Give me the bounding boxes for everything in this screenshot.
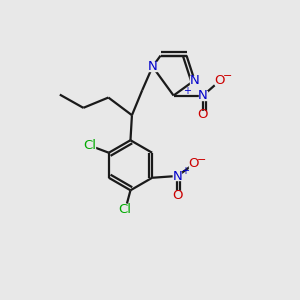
Bar	[84, 141, 95, 150]
Bar	[173, 191, 181, 200]
Text: Cl: Cl	[83, 139, 96, 152]
Bar	[190, 76, 199, 84]
Text: −: −	[223, 71, 232, 81]
Text: O: O	[188, 158, 199, 170]
Text: +: +	[181, 166, 188, 176]
Bar	[119, 205, 130, 214]
Text: N: N	[198, 89, 208, 102]
Bar	[199, 110, 207, 119]
Bar	[173, 172, 181, 180]
Bar	[189, 160, 197, 168]
Text: N: N	[190, 74, 200, 87]
Text: N: N	[148, 60, 158, 73]
Text: O: O	[198, 108, 208, 121]
Text: Cl: Cl	[118, 203, 131, 216]
Bar	[215, 77, 223, 85]
Bar	[148, 62, 157, 71]
Text: +: +	[183, 86, 191, 96]
Bar	[199, 92, 207, 100]
Text: O: O	[172, 189, 182, 202]
Text: N: N	[172, 170, 182, 183]
Text: O: O	[214, 74, 224, 87]
Text: −: −	[197, 155, 206, 165]
